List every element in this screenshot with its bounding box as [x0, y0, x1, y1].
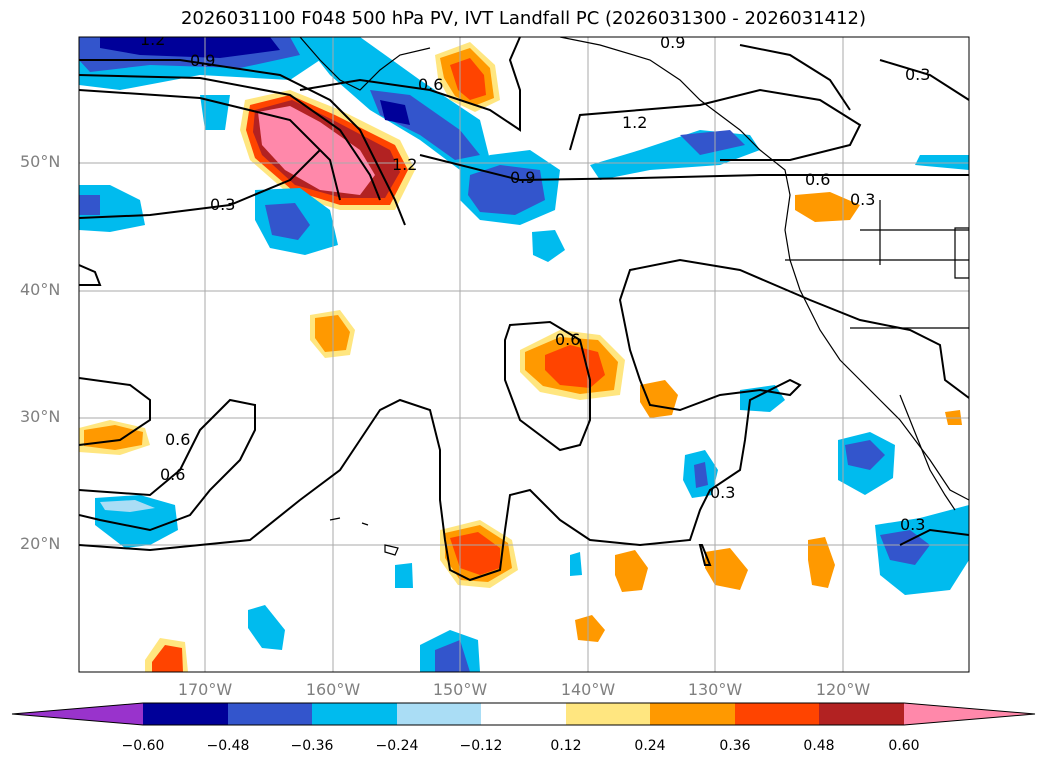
contour-label: 0.3 — [850, 190, 875, 209]
lon-label: 120°W — [815, 680, 871, 699]
contour-label: 0.6 — [160, 465, 185, 484]
lon-label: 170°W — [177, 680, 233, 699]
contour-label: 0.6 — [165, 430, 190, 449]
graticule — [79, 37, 969, 672]
lat-label: 30°N — [20, 407, 61, 426]
lon-label: 160°W — [305, 680, 361, 699]
colorbar-tick: 0.48 — [803, 738, 835, 754]
contour-label: 0.3 — [905, 65, 930, 84]
lat-label: 20°N — [20, 534, 61, 553]
colorbar-tick: 0.60 — [888, 738, 920, 754]
lon-label: 140°W — [560, 680, 616, 699]
colorbar-tick: −0.24 — [375, 738, 419, 754]
contour-label: 0.6 — [805, 170, 830, 189]
contour-label: 1.2 — [140, 30, 165, 49]
shaded-anomalies — [79, 37, 969, 672]
coastlines — [299, 37, 969, 556]
pv-contours — [79, 37, 969, 582]
colorbar-tick: −0.36 — [290, 738, 334, 754]
colorbar-tick: −0.60 — [121, 738, 165, 754]
map-title: 2026031100 F048 500 hPa PV, IVT Landfall… — [180, 8, 867, 29]
contour-label: 1.2 — [392, 155, 417, 174]
contour-label: 0.3 — [210, 195, 235, 214]
contour-label: 0.6 — [555, 330, 580, 349]
colorbar-tick: −0.48 — [206, 738, 250, 754]
colorbar-tick: 0.36 — [719, 738, 751, 754]
lon-label: 150°W — [432, 680, 488, 699]
contour-label: 0.6 — [418, 75, 443, 94]
lat-label: 50°N — [20, 152, 61, 171]
colorbar-tick: 0.12 — [550, 738, 582, 754]
lon-label: 130°W — [687, 680, 743, 699]
lat-label: 40°N — [20, 280, 61, 299]
contour-label: 0.9 — [660, 33, 685, 52]
colorbar — [11, 702, 1036, 726]
colorbar-tick: −0.12 — [459, 738, 503, 754]
map-area: 1.2 0.9 0.6 0.3 1.2 0.6 0.9 1.2 0.6 0.3 … — [79, 30, 969, 672]
contour-label: 1.2 — [622, 113, 647, 132]
contour-label: 0.9 — [510, 168, 535, 187]
contour-label: 0.3 — [900, 515, 925, 534]
contour-label: 0.9 — [190, 51, 215, 70]
map-border — [78, 36, 970, 673]
contour-label: 0.3 — [710, 483, 735, 502]
colorbar-tick: 0.24 — [634, 738, 666, 754]
